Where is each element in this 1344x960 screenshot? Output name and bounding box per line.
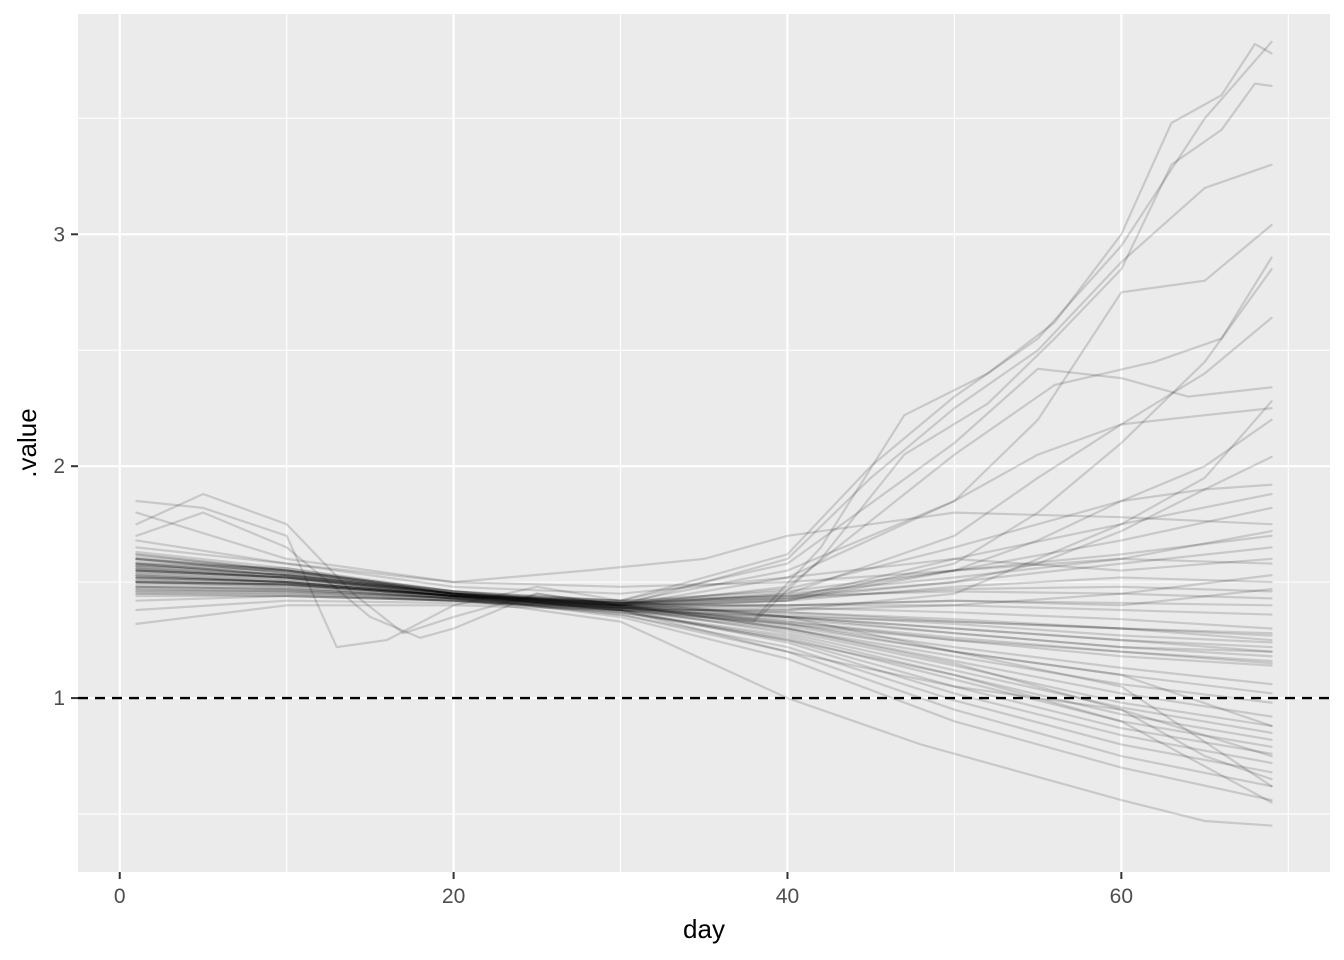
series-line [135,594,1273,637]
y-tick-label: 1 [53,687,65,710]
series-line [135,571,1273,635]
series-line [135,588,1273,658]
series-line [135,585,1273,718]
series-line [135,163,1273,607]
series-line [135,564,1273,734]
x-tick-label: 20 [442,885,465,908]
y-tick-label: 2 [53,455,65,478]
x-axis-title: day [683,914,725,944]
series-line [135,550,1273,804]
x-tick-label: 60 [1110,885,1133,908]
series-line [135,511,1273,584]
series-line [135,555,1273,765]
series-lines [135,40,1273,827]
series-line [135,506,1273,605]
series-line [135,546,1273,595]
series-line [135,557,1273,602]
series-line [135,564,1273,630]
series-line [135,590,1273,609]
series-line [135,256,1273,607]
series-line [135,530,1273,605]
series-line [135,562,1273,665]
series-line [135,511,1273,788]
series-line [135,367,1273,602]
series-line [135,546,1273,605]
y-tick-label: 3 [53,223,65,246]
series-line [135,455,1273,605]
series-line [135,511,1273,588]
series-line [135,557,1273,602]
series-line [135,43,1273,621]
series-line [135,407,1273,607]
series-line [135,574,1273,612]
series-line [135,499,1273,727]
series-line [135,567,1273,755]
series-line [135,569,1273,695]
series-line [135,316,1273,607]
panel-background [78,14,1330,872]
series-line [135,562,1273,802]
series-line [135,400,1273,612]
series-line [135,492,1273,607]
x-axis: 0 20 40 60 [114,872,1133,908]
x-tick-label: 0 [114,885,126,908]
series-line [135,557,1273,704]
series-line [135,268,1273,609]
series-line [135,576,1273,727]
series-line [135,492,1273,758]
series-line [135,569,1273,781]
series-line [135,599,1273,642]
series-line [135,578,1273,748]
series-line [135,581,1273,686]
series-line [135,553,1273,653]
series-line [135,574,1273,663]
series-line [135,223,1273,605]
series-line [135,574,1273,605]
series-line [135,82,1273,623]
minor-gridlines [78,14,1330,872]
series-line [135,571,1273,788]
series-line [135,590,1273,741]
y-axis-title: .value [12,408,42,477]
series-line [135,592,1273,667]
series-line [135,576,1273,827]
series-line [135,560,1273,607]
y-axis: 1 2 3 [53,223,78,710]
series-line [135,40,1273,602]
series-line [135,483,1273,605]
x-tick-label: 40 [776,885,799,908]
series-line [135,583,1273,774]
series-line [135,576,1273,607]
series-line [135,604,1273,653]
series-line [135,581,1273,644]
series-line [135,418,1273,607]
series-line [135,578,1273,616]
series-line [135,567,1273,649]
